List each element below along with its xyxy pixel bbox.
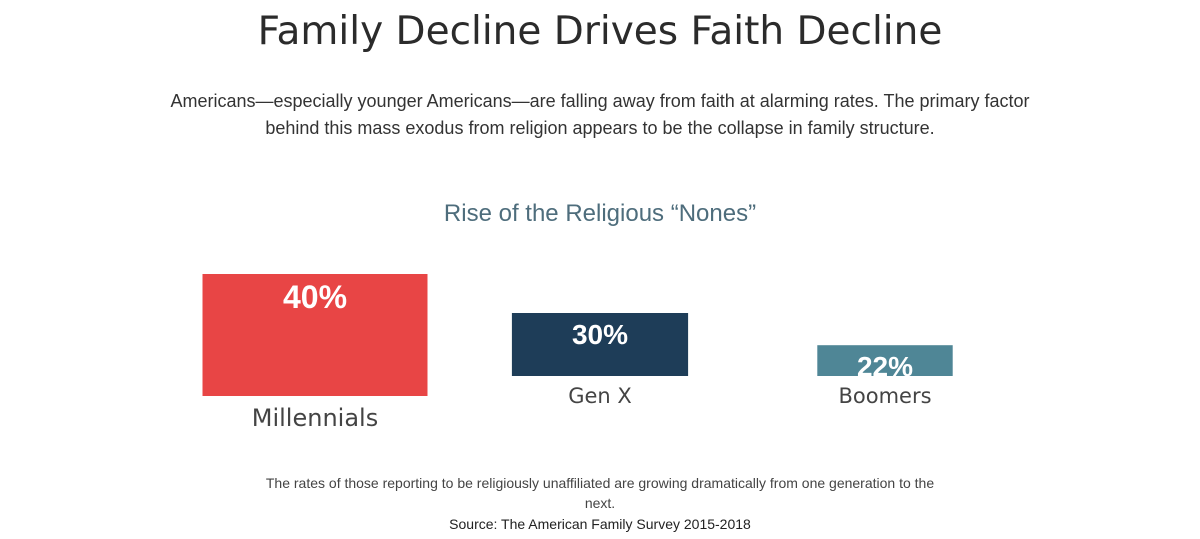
chart-title: Rise of the Religious “Nones” <box>443 200 757 227</box>
category-label: Gen X <box>568 384 632 408</box>
category-label: Millennials <box>252 404 378 432</box>
value-label: 30% <box>572 319 628 350</box>
category-label: Boomers <box>838 384 931 408</box>
bar-chart: 40% Millennials 30% Gen X 22%Boomers <box>202 274 953 432</box>
page-title: Family Decline Drives Faith Decline <box>257 9 943 54</box>
value-label: 40% <box>283 279 347 315</box>
intro-text: Americans—especially younger Americans—a… <box>170 91 1030 138</box>
value-label: 22% <box>857 351 913 382</box>
chart-caption: The rates of those reporting to be relig… <box>265 475 935 511</box>
bar-boomers <box>817 345 953 376</box>
bar-millennials <box>202 274 428 396</box>
bar-gen-x <box>511 313 689 376</box>
source-note: Source: The American Family Survey 2015-… <box>449 516 751 532</box>
